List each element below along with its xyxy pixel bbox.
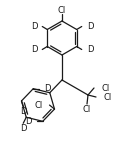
- Text: D: D: [20, 107, 27, 116]
- Text: D: D: [87, 45, 93, 54]
- Text: D: D: [87, 22, 93, 31]
- Text: Cl: Cl: [103, 93, 111, 101]
- Text: D: D: [44, 84, 51, 93]
- Text: D: D: [31, 22, 37, 31]
- Text: D: D: [20, 124, 26, 133]
- Text: D: D: [31, 45, 37, 54]
- Text: D: D: [25, 117, 32, 126]
- Text: Cl: Cl: [58, 5, 66, 14]
- Text: Cl: Cl: [83, 104, 91, 114]
- Text: Cl: Cl: [101, 84, 109, 93]
- Text: Cl: Cl: [34, 101, 42, 110]
